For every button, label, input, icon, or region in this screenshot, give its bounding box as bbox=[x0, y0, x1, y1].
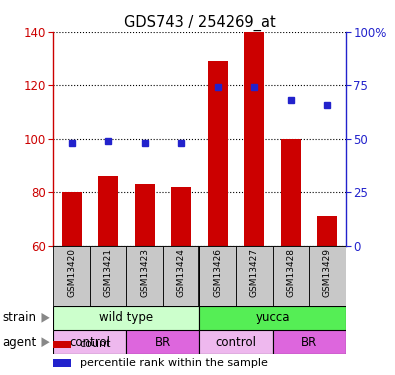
Text: GSM13424: GSM13424 bbox=[177, 248, 186, 297]
Bar bbox=[317, 216, 337, 246]
Text: BR: BR bbox=[155, 336, 171, 349]
Polygon shape bbox=[41, 313, 50, 322]
Bar bbox=[208, 61, 228, 246]
Text: GSM13420: GSM13420 bbox=[67, 248, 76, 297]
Bar bbox=[98, 176, 118, 246]
Bar bbox=[90, 246, 126, 306]
Bar bbox=[53, 306, 199, 330]
Text: GSM13427: GSM13427 bbox=[250, 248, 259, 297]
Bar bbox=[199, 330, 273, 354]
Bar bbox=[309, 246, 346, 306]
Text: GSM13426: GSM13426 bbox=[213, 248, 222, 297]
Bar bbox=[126, 330, 199, 354]
Text: GSM13429: GSM13429 bbox=[323, 248, 332, 297]
Bar bbox=[53, 246, 90, 306]
Text: agent: agent bbox=[2, 336, 36, 349]
Text: wild type: wild type bbox=[99, 311, 154, 324]
Text: GSM13428: GSM13428 bbox=[286, 248, 295, 297]
Bar bbox=[62, 192, 82, 246]
Bar bbox=[199, 306, 346, 330]
Bar bbox=[281, 139, 301, 246]
Bar bbox=[53, 340, 71, 348]
Bar bbox=[135, 184, 155, 246]
Polygon shape bbox=[41, 338, 50, 347]
Text: GSM13423: GSM13423 bbox=[140, 248, 149, 297]
Bar bbox=[273, 330, 346, 354]
Text: yucca: yucca bbox=[255, 311, 290, 324]
Text: strain: strain bbox=[2, 311, 36, 324]
Bar bbox=[236, 246, 273, 306]
Text: BR: BR bbox=[301, 336, 317, 349]
Bar bbox=[171, 187, 191, 246]
Text: control: control bbox=[70, 336, 110, 349]
Text: GSM13421: GSM13421 bbox=[103, 248, 113, 297]
Text: control: control bbox=[216, 336, 256, 349]
Bar bbox=[244, 32, 264, 246]
Title: GDS743 / 254269_at: GDS743 / 254269_at bbox=[124, 14, 275, 30]
Bar bbox=[273, 246, 309, 306]
Bar bbox=[163, 246, 199, 306]
Bar bbox=[199, 246, 236, 306]
Bar bbox=[53, 330, 126, 354]
Text: count: count bbox=[80, 339, 111, 350]
Text: percentile rank within the sample: percentile rank within the sample bbox=[80, 358, 267, 368]
Bar bbox=[53, 360, 71, 367]
Bar bbox=[126, 246, 163, 306]
